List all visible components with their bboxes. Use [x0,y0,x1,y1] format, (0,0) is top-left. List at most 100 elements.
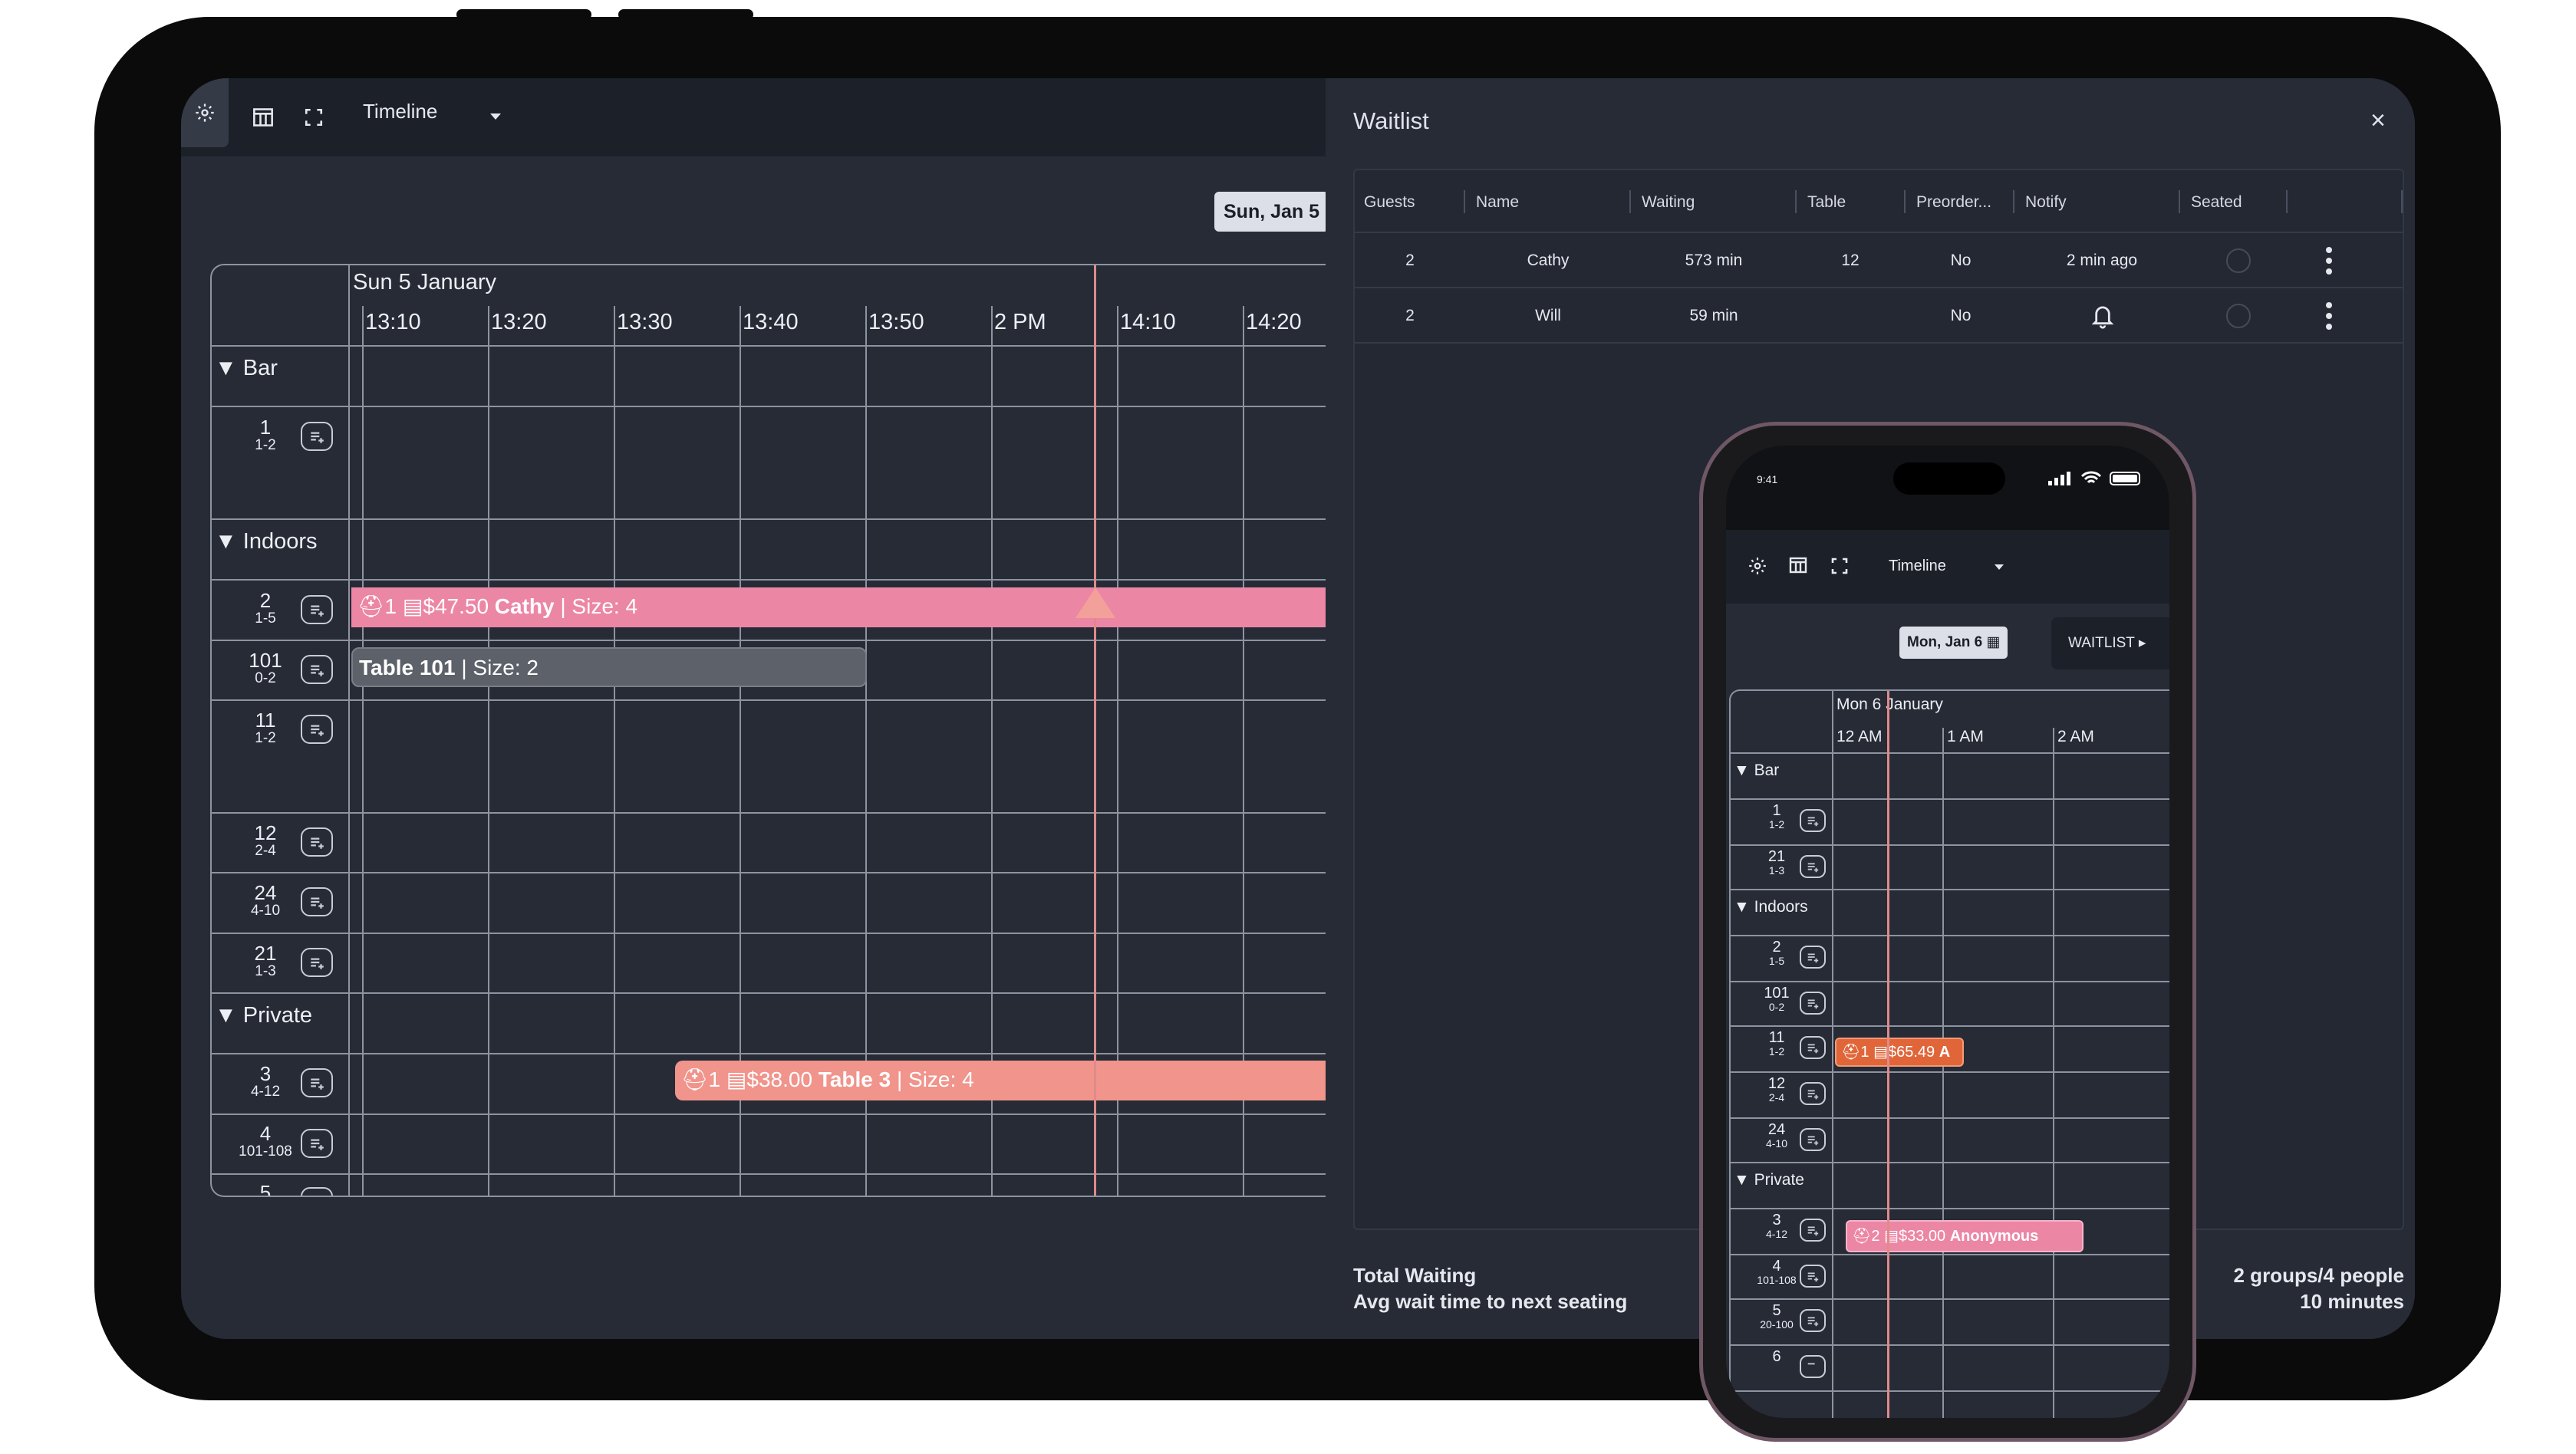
section-private[interactable]: ▼ Private [1734,1171,1804,1189]
add-reservation-button[interactable] [301,1129,333,1158]
add-reservation-button[interactable] [301,827,333,857]
add-reservation-button[interactable] [1800,1128,1826,1151]
add-reservation-button[interactable] [1800,1082,1826,1105]
table-row: 1 1-2 [1768,802,1785,831]
reservation-bar[interactable]: ⛑1 ▤$47.50 Cathy | Size: 4 [351,587,1326,627]
time-label: 14:10 [1120,310,1176,334]
guest-icon: ⛑ [357,594,385,618]
dynamic-island [1893,462,2005,495]
table-row: 3 4-12 [1765,1212,1788,1240]
waitlist-button[interactable]: WAITLIST ▸ [2051,617,2169,669]
close-icon[interactable]: × [2370,106,2386,135]
table-row: 5 [259,1181,272,1197]
waitlist-header: Guests Name Waiting Table Preorder... No… [1355,170,2403,233]
total-waiting-value: 2 groups/4 people [2233,1264,2405,1287]
section-bar[interactable]: ▼ Bar [1734,762,1780,779]
add-reservation-button[interactable] [301,715,333,744]
date-chip[interactable]: Sun, Jan 5 [1214,192,1329,232]
add-reservation-button[interactable] [301,948,333,977]
column-header[interactable]: Table [1807,193,1846,211]
time-label: 12 AM [1836,728,1883,745]
column-header[interactable]: Name [1476,193,1520,211]
table-row: 3 4-12 [250,1062,281,1100]
table-view-icon[interactable] [244,98,282,137]
signal-icon [2048,472,2074,485]
table-row: 12 2-4 [254,821,277,859]
add-reservation-button[interactable] [1800,1355,1826,1378]
add-reservation-button[interactable] [301,422,333,451]
section-indoors[interactable]: ▼ Indoors [215,529,318,554]
add-reservation-button[interactable] [301,1068,333,1097]
add-reservation-button[interactable] [1800,1265,1826,1288]
time-label: 1 AM [1947,728,1984,745]
guest-icon: ⛑ [1841,1044,1861,1061]
table-row: 21 1-3 [1767,848,1786,877]
add-reservation-button[interactable] [301,887,333,916]
column-header[interactable]: Notify [2025,193,2067,211]
view-selector-label[interactable]: Timeline [1889,558,1946,574]
reservation-bar[interactable]: Table 101 | Size: 2 [351,647,867,687]
more-icon[interactable] [2326,302,2332,334]
wifi-icon [2080,470,2102,491]
table-row: 24 4-10 [1765,1121,1788,1150]
reservation-bar[interactable]: ⛑1 ▤$38.00 Table 3 | Size: 4 [675,1061,1326,1100]
chevron-down-icon[interactable] [490,113,501,120]
table-row: 2 1-5 [1768,939,1785,967]
add-reservation-button[interactable] [1800,1036,1826,1059]
time-label: 13:50 [868,310,924,334]
chevron-right-icon: ▸ [2138,635,2146,651]
table-row: 12 2-4 [1767,1075,1786,1104]
column-header[interactable]: Seated [2191,193,2242,211]
view-selector-label[interactable]: Timeline [363,100,438,123]
seated-radio[interactable] [2226,248,2251,273]
table-row: 24 4-10 [250,881,281,919]
section-indoors[interactable]: ▼ Indoors [1734,898,1808,916]
date-header: Sun 5 January [353,270,497,294]
add-reservation-button[interactable] [301,1187,333,1196]
add-reservation-button[interactable] [1800,855,1826,878]
table-row: 5 20-100 [1760,1302,1794,1331]
chevron-down-icon[interactable] [1995,564,2004,570]
time-label: 14:20 [1246,310,1302,334]
date-chip[interactable]: Mon, Jan 6 ▦ [1899,627,2008,659]
add-reservation-button[interactable] [1800,809,1826,832]
current-time-marker [1076,587,1115,618]
waitlist-row[interactable]: 2 Will 59 min No [1355,288,2403,344]
seated-radio[interactable] [2226,304,2251,328]
reservation-bar[interactable]: ⛑1 ▤$65.49 A [1835,1038,1964,1067]
add-reservation-button[interactable] [1800,1309,1826,1332]
column-header[interactable]: Preorder... [1916,193,1992,211]
more-icon[interactable] [2326,247,2332,279]
table-row: 101 0-2 [1764,985,1790,1013]
time-label: 13:40 [743,310,799,334]
table-view-icon[interactable] [1789,557,1807,577]
bell-icon[interactable] [2090,302,2116,334]
column-header[interactable]: Guests [1364,193,1415,211]
gear-icon[interactable] [181,78,229,147]
current-time-line [1094,265,1096,1196]
reservation-bar[interactable]: ⛑2 ▤$33.00 Anonymous [1846,1220,2084,1252]
column-header[interactable]: Waiting [1642,193,1695,211]
battery-icon [2110,472,2140,485]
avg-wait-value: 10 minutes [2300,1290,2404,1313]
section-private[interactable]: ▼ Private [215,1003,313,1028]
receipt-icon: ▤ [1884,1228,1899,1245]
fullscreen-icon[interactable] [295,98,333,137]
toolbar: Timeline [181,78,1326,156]
status-time: 9:41 [1757,473,1778,485]
phone-screen: 9:41 Timeline Mon, Jan 6 ▦ WAITLIST ▸ [1726,446,2169,1418]
table-row: 11 1-2 [1768,1029,1785,1058]
gear-icon[interactable] [1748,556,1767,580]
add-reservation-button[interactable] [1800,946,1826,969]
receipt-icon: ▤ [726,1067,747,1091]
add-reservation-button[interactable] [1800,1219,1826,1242]
add-reservation-button[interactable] [301,595,333,624]
waitlist-title: Waitlist [1353,107,1429,134]
waitlist-row[interactable]: 2 Cathy 573 min 12 No 2 min ago [1355,233,2403,288]
section-bar[interactable]: ▼ Bar [215,356,278,380]
guest-icon: ⛑ [681,1067,709,1091]
timeline-grid: Sun 5 January 13:10 13:20 13:30 13:40 13… [210,264,1326,1197]
add-reservation-button[interactable] [301,655,333,684]
add-reservation-button[interactable] [1800,992,1826,1015]
fullscreen-icon[interactable] [1830,557,1849,579]
